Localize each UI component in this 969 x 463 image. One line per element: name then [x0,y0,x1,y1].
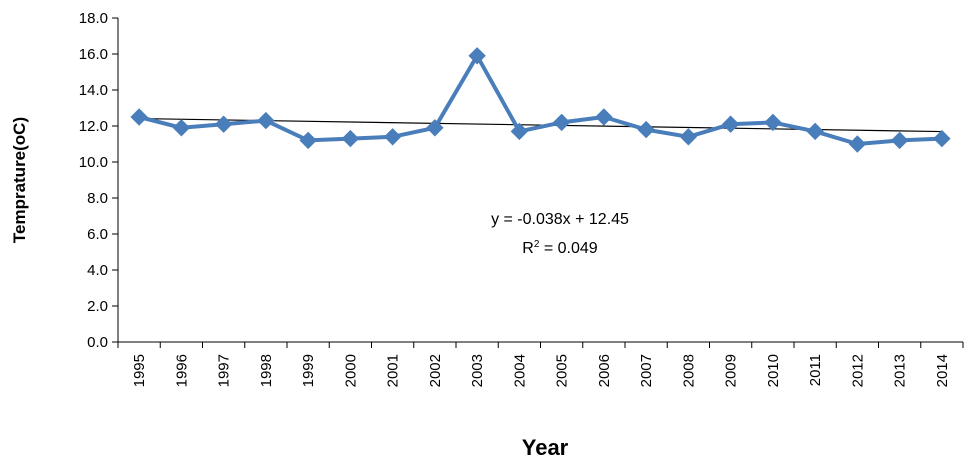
x-axis-ticks: 1995 1996 1997 1998 1999 2000 2001 2002 2003 2004… [117,342,964,387]
y-tick-label: 0.0 [87,334,108,351]
x-tick-label: 2010 [765,354,782,387]
x-tick-label: 1998 [258,354,275,387]
x-tick-label: 2011 [807,354,824,386]
x-tick-label: 2001 [385,354,402,387]
x-tick-label: 1995 [131,354,148,387]
x-tick-label: 2012 [849,354,866,387]
y-tick-label: 16.0 [79,46,108,63]
x-tick-label: 2004 [511,354,528,387]
x-tick-label: 2003 [469,354,486,387]
data-point-marker [383,128,402,146]
data-point-marker [848,135,867,153]
y-axis-ticks: 0.0 2.0 4.0 6.0 8.0 10.0 12.0 14.0 16.0 18.0 [79,10,118,351]
data-point-marker [341,129,360,148]
r-squared-label: R2 = 0.049 [522,239,598,257]
data-point-marker [806,122,824,141]
data-point-marker [172,119,191,137]
x-axis-title: Year [522,435,569,460]
data-point-marker [595,108,613,126]
data-point-marker [257,111,275,130]
y-tick-label: 10.0 [79,154,108,171]
y-tick-label: 6.0 [87,226,108,243]
x-tick-label: 2013 [892,354,909,387]
x-tick-label: 2009 [723,354,740,387]
data-point-marker [510,122,529,141]
y-tick-label: 18.0 [79,10,108,27]
x-tick-label: 1997 [216,354,233,387]
trendline-equation: y = -0.038x + 12.45 [491,211,629,228]
x-tick-label: 2007 [638,354,655,387]
r-squared-superscript: 2 [534,239,540,250]
x-tick-label: 2006 [596,354,613,387]
data-point-marker [299,131,317,150]
y-tick-label: 4.0 [87,262,108,279]
y-tick-label: 8.0 [87,190,108,207]
r-squared-prefix: R [522,240,534,257]
data-point-marker [890,131,909,150]
data-point-marker [130,108,148,126]
data-point-marker [637,120,655,139]
x-tick-label: 2002 [427,354,444,387]
y-tick-label: 14.0 [79,82,108,99]
data-point-marker [214,115,233,133]
data-point-marker [933,129,951,148]
x-tick-label: 2014 [934,354,951,387]
y-tick-label: 12.0 [79,118,108,135]
data-point-marker [764,113,782,132]
data-point-marker [679,128,698,146]
x-tick-label: 2008 [680,354,697,387]
data-point-marker [552,113,571,132]
r-squared-value: = 0.049 [539,240,597,257]
y-tick-label: 2.0 [87,298,108,315]
x-tick-label: 2005 [554,354,571,387]
data-point-marker [721,115,740,133]
series-markers [130,47,951,153]
x-tick-label: 1999 [300,354,317,387]
x-tick-label: 2000 [342,354,359,387]
data-point-marker [468,47,486,65]
y-axis-title: Temprature(oC) [10,117,29,243]
x-tick-label: 1996 [173,354,190,387]
data-point-marker [426,119,444,137]
